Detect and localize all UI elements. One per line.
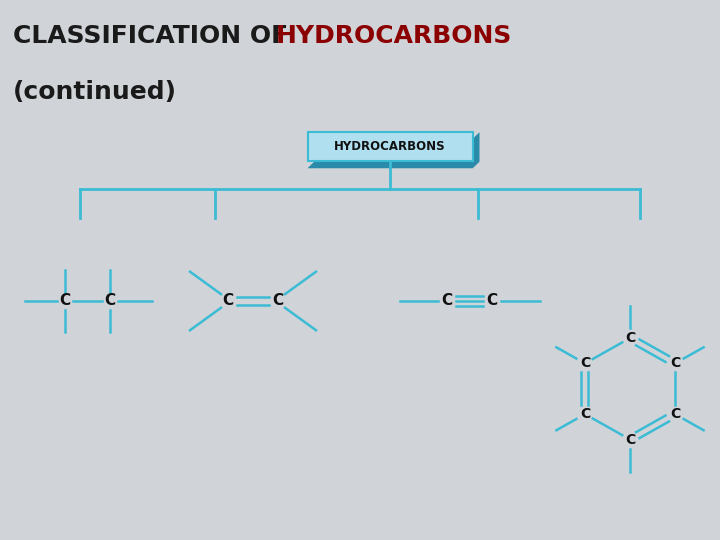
Text: C: C [580, 407, 590, 421]
Text: CLASSIFICATION OF: CLASSIFICATION OF [13, 24, 297, 49]
Text: HYDROCARBONS: HYDROCARBONS [276, 24, 512, 49]
Text: C: C [580, 356, 590, 370]
Text: C: C [441, 293, 453, 308]
Text: C: C [625, 331, 635, 345]
Text: C: C [222, 293, 233, 308]
Polygon shape [472, 132, 480, 168]
Text: C: C [625, 433, 635, 447]
Text: (continued): (continued) [13, 80, 177, 104]
Text: HYDROCARBONS: HYDROCARBONS [334, 140, 446, 153]
Text: C: C [487, 293, 498, 308]
Text: C: C [60, 293, 71, 308]
Polygon shape [307, 161, 480, 168]
Text: C: C [670, 356, 680, 370]
Text: C: C [104, 293, 116, 308]
Text: C: C [272, 293, 284, 308]
Text: C: C [670, 407, 680, 421]
FancyBboxPatch shape [307, 132, 472, 161]
